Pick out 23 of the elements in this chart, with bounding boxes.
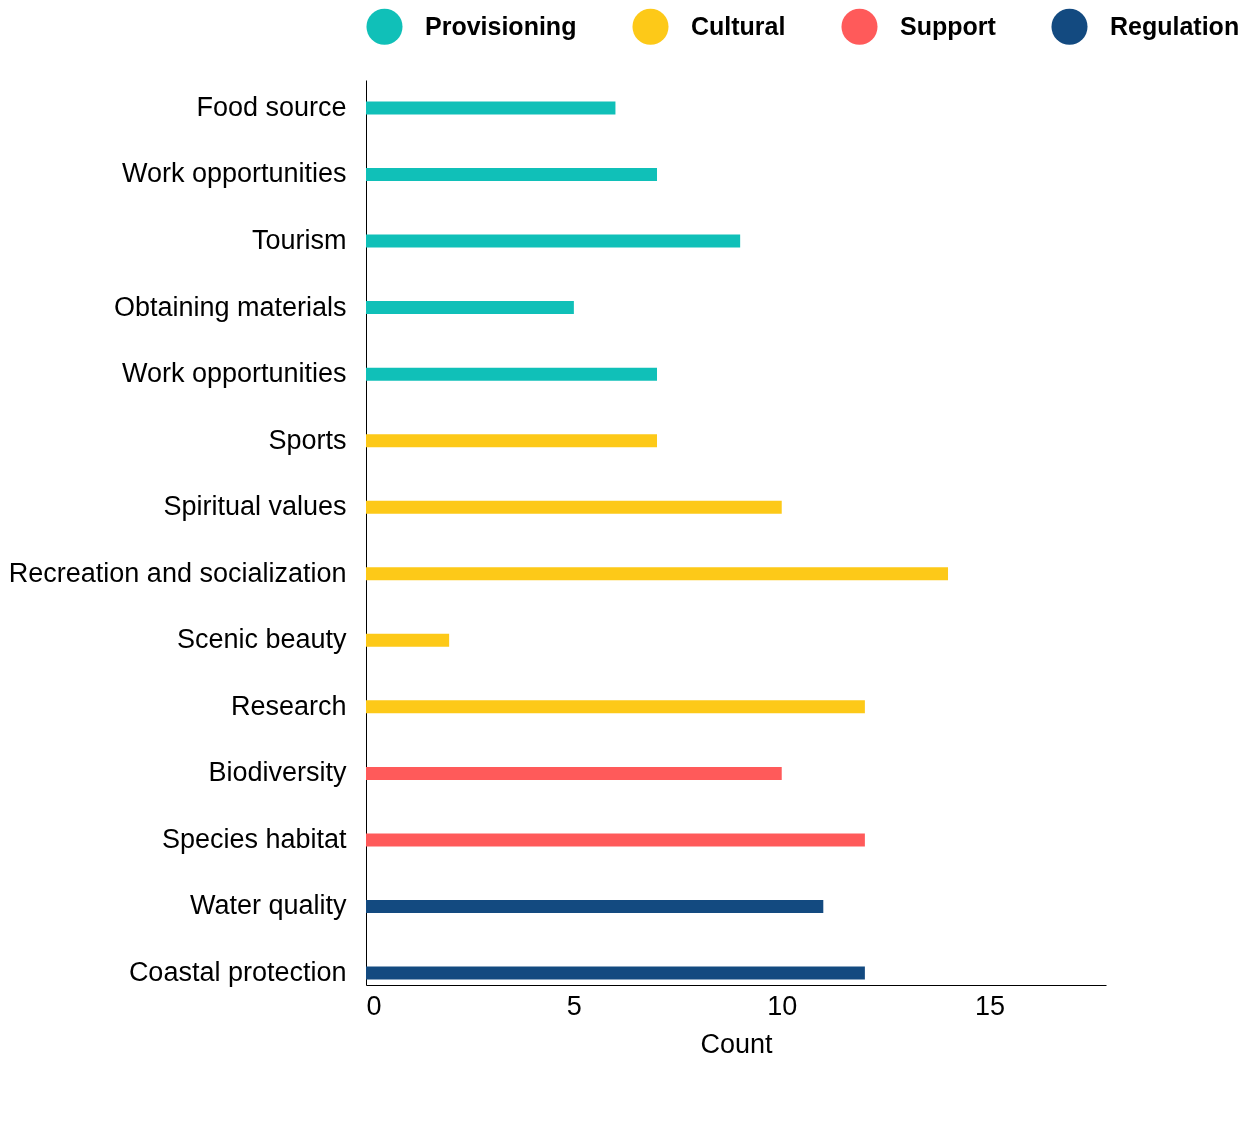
x-axis-title: Count xyxy=(700,1028,774,1059)
y-tick-label: Biodiversity xyxy=(208,757,347,788)
legend-label: Regulation xyxy=(1110,11,1238,40)
x-tick-label: 15 xyxy=(975,990,1006,1021)
y-tick-label: Food source xyxy=(196,91,347,122)
y-tick-label: Work opportunities xyxy=(121,158,347,189)
y-tick-label: Tourism xyxy=(251,225,347,256)
y-tick-label: Recreation and socialization xyxy=(8,557,347,588)
legend-label: Support xyxy=(900,11,997,40)
legend-label: Provisioning xyxy=(425,11,577,40)
y-tick-label: Obtaining materials xyxy=(113,291,347,322)
x-tick-label: 10 xyxy=(767,990,798,1021)
legend-label: Cultural xyxy=(691,11,786,40)
y-tick-label: Species habitat xyxy=(161,823,347,854)
y-tick-label: Scenic beauty xyxy=(176,624,347,655)
x-tick-label: 5 xyxy=(566,990,582,1021)
y-tick-label: Spiritual values xyxy=(163,491,347,522)
y-tick-label: Sports xyxy=(268,424,347,455)
y-tick-label: Work opportunities xyxy=(121,358,347,389)
y-tick-label: Coastal protection xyxy=(128,957,347,988)
x-tick-label: 0 xyxy=(366,990,382,1021)
y-tick-label: Water quality xyxy=(189,890,347,921)
y-tick-label: Research xyxy=(230,690,347,721)
